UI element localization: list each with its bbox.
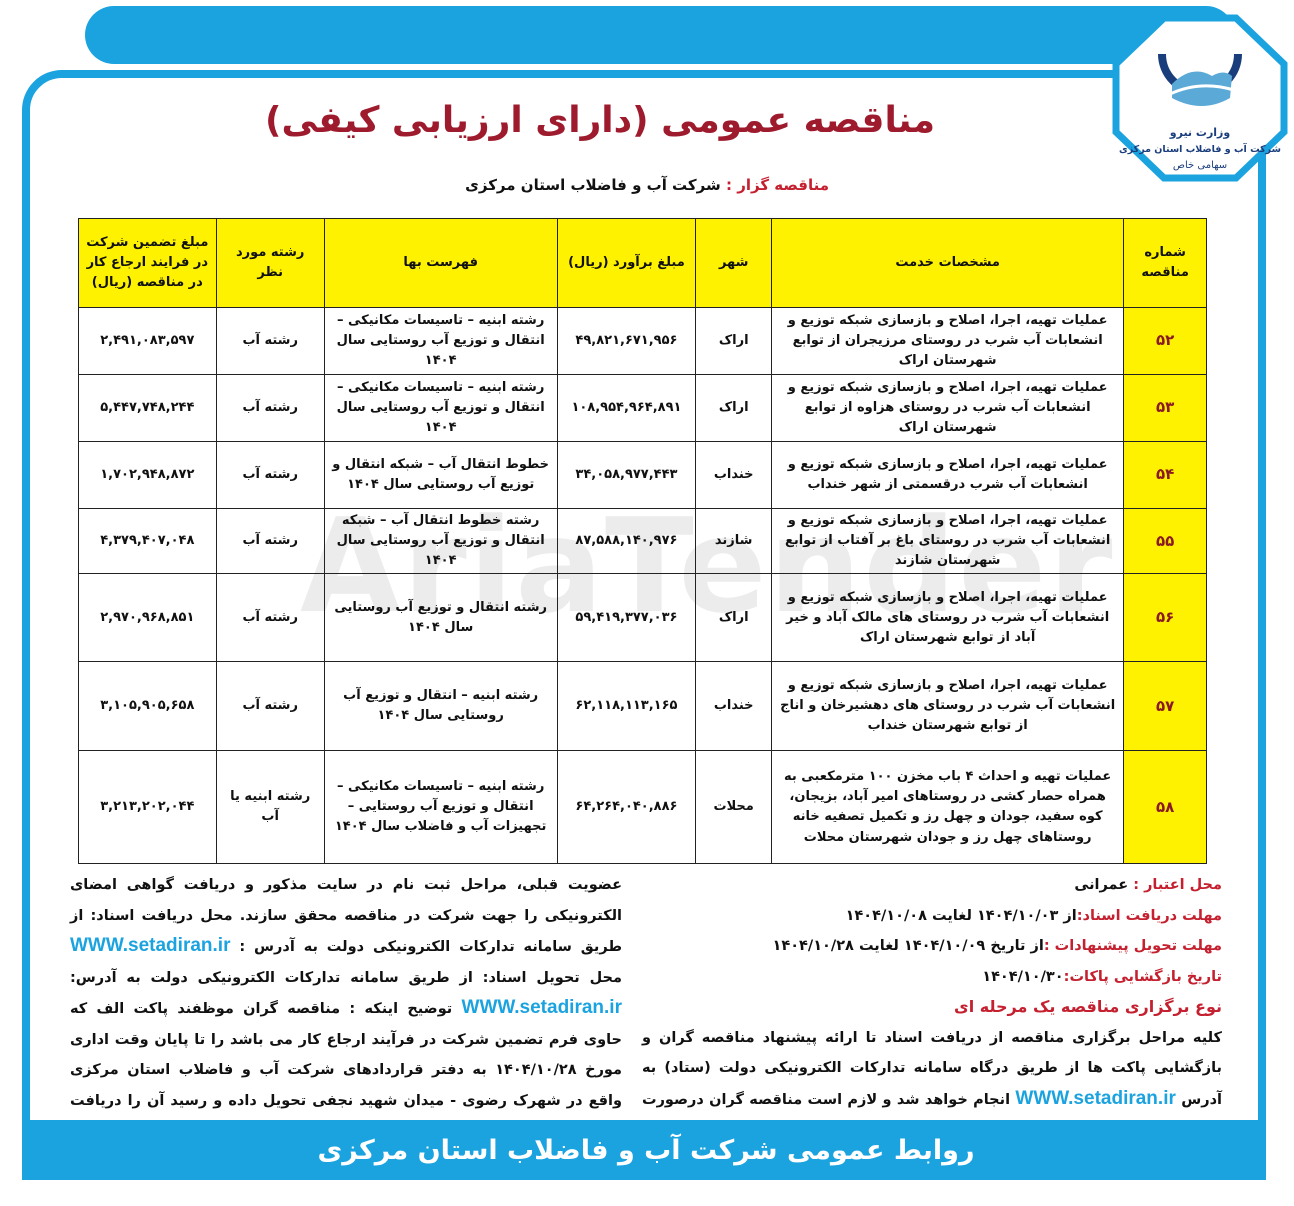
price-list-cell: رشته ابنیه – تاسیسات مکانیکی – انتقال و … (323, 307, 558, 375)
credit-label: محل اعتبار : (1133, 877, 1222, 893)
para-left-1: عضویت قبلی، مراحل ثبت نام در سایت مذکور … (70, 877, 622, 955)
guarantee-amount-cell: ۱,۷۰۲,۹۴۸,۸۷۲ (78, 441, 217, 509)
service-desc-cell: عملیات تهیه، اجرا، اصلاح و بازسازی شبکه … (771, 661, 1125, 752)
tender-table: شماره مناقصه مشخصات خدمت شهر مبلغ برآورد… (78, 218, 1207, 865)
company-logo: وزارت نیرو شرکت آب و فاضلاب استان مرکزی … (1112, 14, 1288, 182)
service-desc-cell: عملیات تهیه، اجرا، اصلاح و بازسازی شبکه … (771, 307, 1125, 375)
tender-type: نوع برگزاری مناقصه یک مرحله ای (954, 997, 1222, 1016)
estimate-amount-cell: ۸۷,۵۸۸,۱۴۰,۹۷۶ (556, 507, 697, 575)
table-row: ۵۲ عملیات تهیه، اجرا، اصلاح و بازسازی شبک… (78, 307, 1207, 375)
header-guarantee: مبلغ تضمین شرکت در فرایند ارجاع کار در م… (78, 218, 217, 308)
logo-ministry: وزارت نیرو (1169, 126, 1231, 139)
bid-deadline-value: از تاریخ ۱۴۰۴/۱۰/۰۹ لغایت ۱۴۰۴/۱۰/۲۸ (772, 938, 1044, 954)
guarantee-amount-cell: ۳,۲۱۳,۲۰۲,۰۴۴ (78, 750, 217, 865)
table-row: ۵۷ عملیات تهیه، اجرا، اصلاح و بازسازی شبک… (78, 661, 1207, 752)
organizer-label: مناقصه گزار : (725, 176, 829, 194)
table-row: ۵۴ عملیات تهیه، اجرا، اصلاح و بازسازی شبک… (78, 441, 1207, 509)
setadiran-link[interactable]: WWW.setadiran.ir (461, 997, 622, 1018)
field-cell: رشته ابنیه یا آب (215, 750, 325, 865)
price-list-cell: رشته خطوط انتقال آب – شبکه انتقال و توزی… (323, 507, 558, 575)
estimate-amount-cell: ۶۴,۲۶۴,۰۴۰,۸۸۶ (556, 750, 697, 865)
bid-deadline-label: مهلت تحویل پیشنهادات : (1043, 938, 1222, 954)
city-cell: اراک (695, 307, 773, 375)
city-cell: اراک (695, 573, 773, 663)
city-cell: محلات (695, 750, 773, 865)
top-banner (85, 6, 1235, 64)
guarantee-amount-cell: ۲,۹۷۰,۹۶۸,۸۵۱ (78, 573, 217, 663)
tender-number-cell: ۵۳ (1123, 374, 1207, 442)
tender-number-cell: ۵۶ (1123, 573, 1207, 663)
credit-value: عمرانی (1074, 877, 1129, 893)
guarantee-amount-cell: ۴,۳۷۹,۴۰۷,۰۴۸ (78, 507, 217, 575)
opening-label: تاریخ بازگشایی پاکات: (1063, 968, 1222, 985)
city-cell: اراک (695, 374, 773, 442)
tender-number-cell: ۵۸ (1123, 750, 1207, 865)
header-estimate: مبلغ برآورد (ریال) (556, 218, 697, 308)
estimate-amount-cell: ۱۰۸,۹۵۴,۹۶۴,۸۹۱ (556, 374, 697, 442)
estimate-amount-cell: ۳۴,۰۵۸,۹۷۷,۴۴۳ (556, 441, 697, 509)
price-list-cell: رشته ابنیه – تاسیسات مکانیکی – انتقال و … (323, 750, 558, 865)
organizer: مناقصه گزار : شرکت آب و فاضلاب استان مرک… (465, 176, 829, 194)
doc-deadline-value: از ۱۴۰۴/۱۰/۰۳ لغایت ۱۴۰۴/۱۰/۰۸ (845, 907, 1077, 924)
footer-banner: روابط عمومی شرکت آب و فاضلاب استان مرکزی (26, 1120, 1266, 1180)
opening-value: ۱۴۰۴/۱۰/۳۰ (982, 968, 1064, 985)
table-row: ۵۳ عملیات تهیه، اجرا، اصلاح و بازسازی شبک… (78, 374, 1207, 442)
logo-type: سهامی خاص (1173, 160, 1227, 171)
tender-number-cell: ۵۵ (1123, 507, 1207, 575)
header-field: رشته مورد نظر (215, 218, 325, 308)
estimate-amount-cell: ۴۹,۸۲۱,۶۷۱,۹۵۶ (556, 307, 697, 375)
field-cell: رشته آب (215, 573, 325, 663)
city-cell: شازند (695, 507, 773, 575)
guarantee-amount-cell: ۳,۱۰۵,۹۰۵,۶۵۸ (78, 661, 217, 752)
table-row: ۵۶ عملیات تهیه، اجرا، اصلاح و بازسازی شبک… (78, 573, 1207, 663)
doc-deadline-label: مهلت دریافت اسناد: (1076, 907, 1222, 924)
details-left: عضویت قبلی، مراحل ثبت نام در سایت مذکور … (70, 870, 622, 1147)
estimate-amount-cell: ۶۲,۱۱۸,۱۱۳,۱۶۵ (556, 661, 697, 752)
price-list-cell: رشته ابنیه – انتقال و توزیع آب روستایی س… (323, 661, 558, 752)
table-row: ۵۵ عملیات تهیه، اجرا، اصلاح و بازسازی شبک… (78, 507, 1207, 575)
field-cell: رشته آب (215, 374, 325, 442)
table-header-row: شماره مناقصه مشخصات خدمت شهر مبلغ برآورد… (78, 218, 1207, 308)
city-cell: خنداب (695, 441, 773, 509)
service-desc-cell: عملیات تهیه و احداث ۴ باب مخزن ۱۰۰ مترمک… (771, 750, 1125, 865)
price-list-cell: خطوط انتقال آب – شبکه انتقال و توزیع آب … (323, 441, 558, 509)
city-cell: خنداب (695, 661, 773, 752)
details-right: محل اعتبار : عمرانی مهلت دریافت اسناد:از… (642, 870, 1222, 1146)
tender-number-cell: ۵۴ (1123, 441, 1207, 509)
organizer-value: شرکت آب و فاضلاب استان مرکزی (465, 176, 721, 194)
header-number: شماره مناقصه (1123, 218, 1207, 308)
price-list-cell: رشته انتقال و توزیع آب روستایی سال ۱۴۰۴ (323, 573, 558, 663)
service-desc-cell: عملیات تهیه، اجرا، اصلاح و بازسازی شبکه … (771, 374, 1125, 442)
service-desc-cell: عملیات تهیه، اجرا، اصلاح و بازسازی شبکه … (771, 507, 1125, 575)
footer-text: روابط عمومی شرکت آب و فاضلاب استان مرکزی (317, 1134, 975, 1166)
table-row: ۵۸ عملیات تهیه و احداث ۴ باب مخزن ۱۰۰ متر… (78, 750, 1207, 865)
logo-company: شرکت آب و فاضلاب استان مرکزی (1119, 142, 1281, 155)
header-service: مشخصات خدمت (771, 218, 1125, 308)
field-cell: رشته آب (215, 441, 325, 509)
setadiran-link[interactable]: WWW.setadiran.ir (70, 935, 231, 956)
field-cell: رشته آب (215, 507, 325, 575)
service-desc-cell: عملیات تهیه، اجرا، اصلاح و بازسازی شبکه … (771, 441, 1125, 509)
header-city: شهر (695, 218, 773, 308)
setadiran-link[interactable]: WWW.setadiran.ir (1015, 1087, 1176, 1109)
service-desc-cell: عملیات تهیه، اجرا، اصلاح و بازسازی شبکه … (771, 573, 1125, 663)
para-left-2: محل تحویل اسناد: از طریق سامانه تدارکات … (70, 969, 622, 986)
price-list-cell: رشته ابنیه – تاسیسات مکانیکی – انتقال و … (323, 374, 558, 442)
field-cell: رشته آب (215, 661, 325, 752)
page-title: مناقصه عمومی (دارای ارزیابی کیفی) (264, 100, 936, 141)
guarantee-amount-cell: ۲,۴۹۱,۰۸۳,۵۹۷ (78, 307, 217, 375)
field-cell: رشته آب (215, 307, 325, 375)
tender-number-cell: ۵۲ (1123, 307, 1207, 375)
tender-number-cell: ۵۷ (1123, 661, 1207, 752)
guarantee-amount-cell: ۵,۴۴۷,۷۴۸,۲۴۴ (78, 374, 217, 442)
para-left-3: توضیح اینکه : مناقصه گران موظفند پاکت ال… (70, 1001, 623, 1139)
estimate-amount-cell: ۵۹,۴۱۹,۳۷۷,۰۳۶ (556, 573, 697, 663)
header-pricelist: فهرست بها (323, 218, 558, 308)
para-right-1: کلیه مراحل برگزاری مناقصه از دریافت اسنا… (642, 1029, 1222, 1108)
